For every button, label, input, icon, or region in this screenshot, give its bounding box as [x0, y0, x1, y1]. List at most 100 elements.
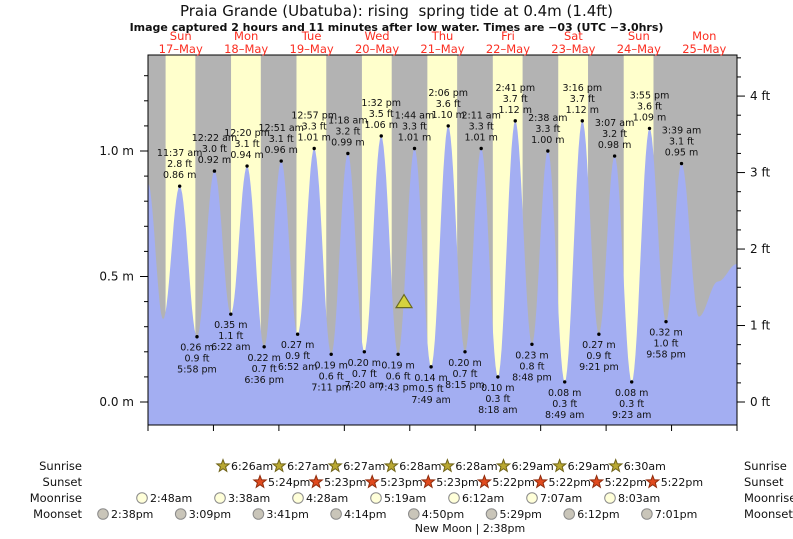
tide-annotation-line: 8:49 am [545, 410, 584, 421]
tide-extreme-dot [346, 151, 350, 156]
low-tide-annotation: 0.08 m0.3 ft8:49 am [545, 380, 584, 421]
sunset-time: 5:22pm [549, 476, 591, 489]
tide-annotation-line: 2:11 am [461, 110, 500, 121]
tide-annotation-line: 12:20 pm [224, 128, 270, 139]
tide-annotation-line: 0.14 m [414, 373, 447, 384]
right-axis-label: 2 ft [750, 242, 770, 256]
tide-annotation-line: 0.6 ft [319, 371, 344, 382]
sunset-row-label-left: Sunset [43, 475, 83, 489]
sunrise-time: 6:28am [399, 460, 441, 473]
day-date-label: 22–May [486, 42, 530, 56]
day-of-week-label: Sun [170, 29, 192, 43]
tide-extreme-dot [412, 146, 417, 151]
day-of-week-label: Mon [234, 29, 258, 43]
sunrise-star-icon [608, 458, 624, 473]
tide-annotation-line: 1.00 m [531, 135, 564, 146]
tide-annotation-line: 3.6 ft [637, 101, 662, 112]
tide-annotation-line: 1.01 m [297, 132, 330, 143]
tide-annotation-line: 0.7 ft [252, 364, 277, 375]
tide-annotation-line: 7:49 am [411, 395, 450, 406]
tide-extreme-dot [379, 134, 383, 138]
moonrise-circle-icon [214, 492, 226, 504]
tide-annotation-line: 0.3 ft [552, 399, 577, 410]
low-tide-annotation: 0.19 m0.6 ft7:43 pm [378, 352, 418, 393]
tide-annotation-line: 0.9 ft [184, 354, 209, 365]
tide-annotation-line: 0.27 m [281, 340, 314, 351]
tide-annotation-line: 2:38 am [528, 113, 567, 124]
tide-annotation-line: 8:48 pm [512, 372, 552, 383]
day-date-label: 24–May [617, 42, 661, 56]
moonrise-circle-icon [604, 492, 616, 504]
tide-extreme-dot [513, 119, 517, 123]
low-tide-annotation: 0.22 m0.7 ft6:36 pm [244, 345, 284, 386]
day-date-label: 19–May [290, 42, 334, 56]
tide-annotation-line: 0.98 m [598, 140, 631, 151]
left-axis-label: 1.0 m [99, 144, 134, 158]
tide-annotation-line: 1.06 m [365, 120, 398, 131]
moonset-circle-icon [174, 508, 187, 520]
tide-annotation-line: 2:41 pm [495, 83, 535, 94]
tide-annotation-line: 0.96 m [264, 145, 297, 156]
sunset-star-icon [420, 474, 436, 489]
tide-water-area [148, 120, 737, 426]
high-tide-annotation: 3:07 am3.2 ft0.98 m [595, 118, 634, 158]
sunrise-star-icon [327, 458, 343, 473]
tide-extreme-dot [546, 149, 550, 153]
low-tide-annotation: 0.32 m1.0 ft9:58 pm [646, 319, 686, 361]
low-tide-annotation: 0.20 m0.7 ft7:20 am [345, 350, 384, 391]
sunrise-time: 6:29am [568, 460, 610, 473]
moonrise-time: 5:19am [384, 492, 426, 505]
low-tide-annotation: 0.27 m0.9 ft9:21 pm [579, 332, 619, 373]
tide-annotation-line: 1.09 m [633, 112, 666, 123]
sunrise-time: 6:30am [624, 460, 666, 473]
sunrise-time: 6:28am [455, 460, 497, 473]
tide-extreme-dot [612, 154, 617, 158]
tide-annotation-line: 9:23 am [612, 410, 651, 421]
day-date-label: 23–May [551, 42, 595, 56]
tide-extreme-dot [229, 312, 233, 316]
high-tide-annotation: 3:39 am3.1 ft0.95 m [662, 126, 701, 166]
sunset-star-icon [252, 474, 268, 489]
day-date-label: 20–May [355, 42, 399, 56]
high-tide-annotation: 2:11 am3.3 ft1.01 m [461, 110, 501, 151]
day-of-week-label: Sun [628, 29, 650, 43]
moonset-row-label-right: Moonset [744, 507, 793, 521]
day-date-label: 17–May [159, 42, 203, 56]
tide-annotation-line: 0.9 ft [285, 351, 310, 362]
moonrise-time: 7:07am [540, 492, 582, 505]
tide-extreme-dot [262, 345, 266, 349]
moonrise-row-label-left: Moonrise [30, 491, 82, 505]
moonset-circle-icon [563, 508, 576, 520]
moonset-row: Moonset Moonset 2:38pm 3:09pm 3:41pm 4:14pm 4:… [33, 507, 793, 521]
tide-annotation-line: 0.6 ft [386, 371, 411, 382]
day-of-week-label: Mon [692, 29, 716, 43]
tide-annotation-line: 8:15 pm [445, 380, 485, 391]
low-tide-annotation: 0.27 m0.9 ft6:52 am [278, 332, 317, 373]
tide-extreme-dot [396, 352, 400, 357]
sunset-time: 5:22pm [605, 476, 647, 489]
high-tide-annotation: 2:41 pm3.7 ft1.12 m [495, 83, 535, 123]
tide-extreme-dot [597, 332, 601, 336]
moonrise-circle-icon [136, 492, 148, 504]
tide-annotation-line: 3:39 am [662, 126, 701, 137]
tide-extreme-dot [177, 184, 182, 188]
sunset-time: 5:23pm [324, 476, 366, 489]
moonrise-row-label-right: Moonrise [744, 491, 793, 505]
tide-extreme-dot [563, 380, 567, 384]
tide-extreme-dot [279, 159, 283, 163]
moonset-time: 3:09pm [189, 508, 231, 521]
sunrise-star-icon [383, 458, 399, 473]
tide-extreme-dot [530, 342, 534, 346]
right-axis-label: 0 ft [750, 395, 770, 409]
high-tide-annotation: 2:38 am3.3 ft1.00 m [528, 113, 568, 153]
moonset-time: 4:14pm [344, 508, 386, 521]
tide-annotation-line: 6:36 pm [244, 375, 284, 386]
tide-annotation-line: 0.23 m [515, 350, 548, 361]
tide-annotation-line: 0.7 ft [352, 369, 377, 380]
